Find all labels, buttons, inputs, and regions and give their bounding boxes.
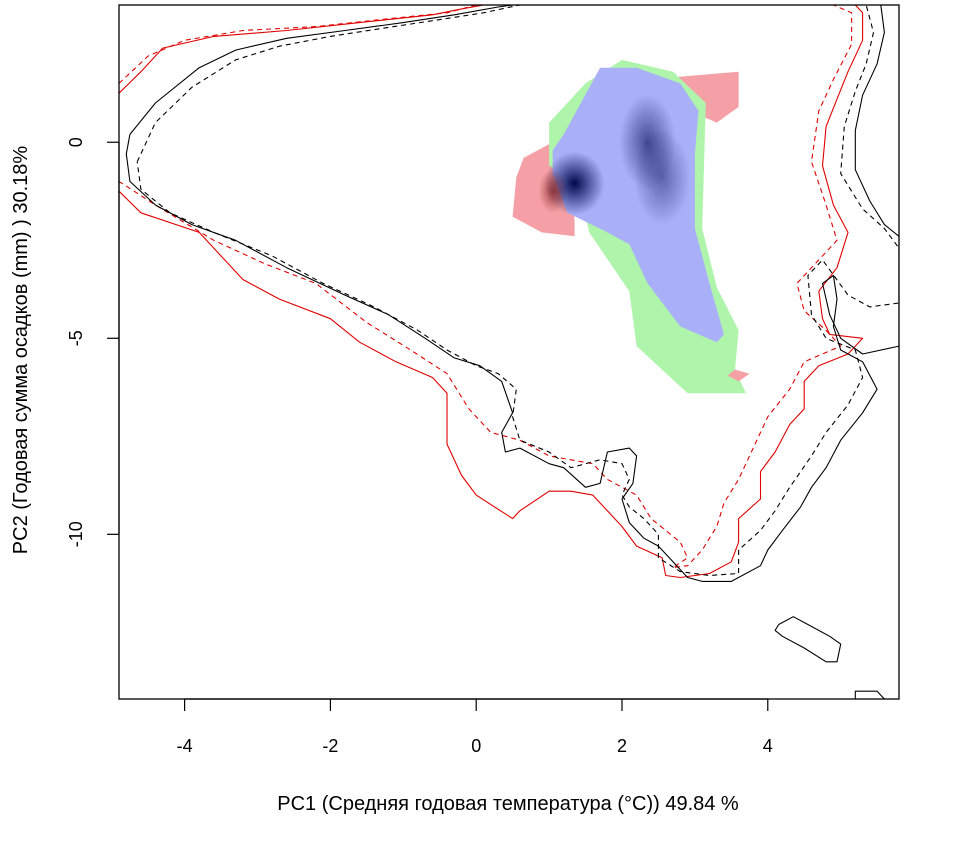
contour-line-red-solid [119, 5, 864, 579]
x-tick-label: 0 [471, 736, 481, 756]
x-tick-label: 2 [617, 736, 627, 756]
y-tick-label: 0 [66, 137, 86, 147]
contour-line-red-dashed [119, 5, 853, 569]
y-tick-label: -5 [66, 330, 86, 346]
contour-line-black-solid [854, 690, 885, 699]
x-tick-label: 4 [763, 736, 773, 756]
contour-line-black-solid [125, 5, 899, 582]
contour-line-black-dashed [136, 5, 899, 577]
x-axis: -4 -2 0 2 4 [177, 698, 773, 756]
x-tick-label: -4 [177, 736, 193, 756]
density-peak [538, 169, 567, 214]
y-tick-label: -10 [66, 521, 86, 547]
plot-area [119, 5, 899, 699]
density-region-overlap-light [552, 67, 724, 343]
contour-line-black-solid [774, 616, 842, 663]
density-peak [634, 129, 691, 226]
x-axis-title: PC1 (Средняя годовая температура (°C)) 4… [277, 793, 739, 815]
plot-frame [118, 4, 900, 700]
density-peaks [538, 94, 691, 226]
y-axis: 0 -5 -10 [66, 137, 120, 547]
density-region-species-a-only [727, 369, 750, 382]
y-axis-title: PC2 (Годовая сумма осадков (mm) ) 30.18% [10, 146, 32, 555]
x-tick-label: -2 [322, 736, 338, 756]
contour-lines [119, 5, 899, 699]
